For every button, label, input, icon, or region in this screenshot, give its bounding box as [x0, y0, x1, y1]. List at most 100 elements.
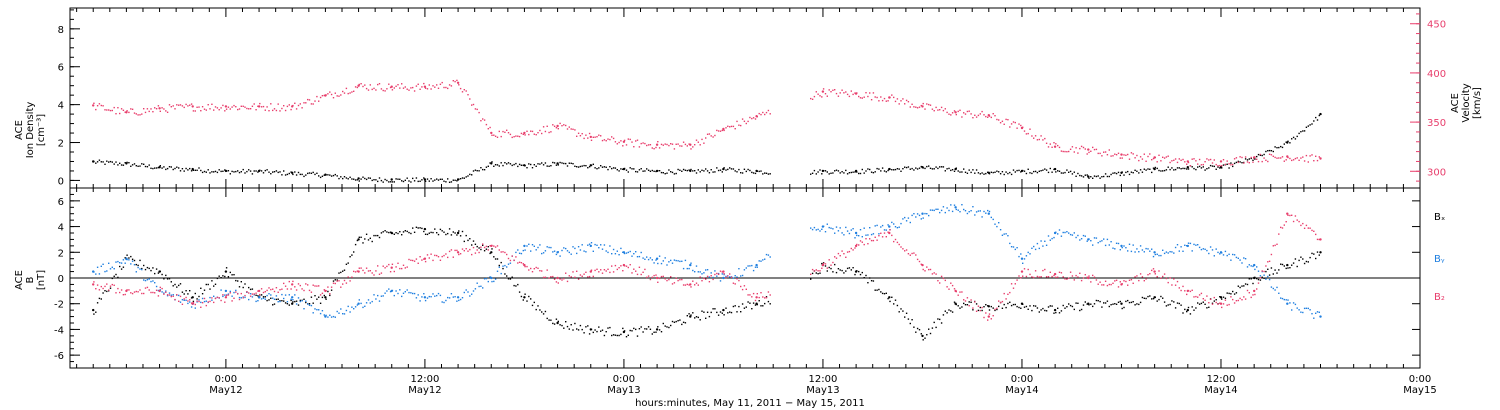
data-point	[426, 178, 429, 180]
data-point	[876, 96, 878, 99]
data-point	[452, 179, 454, 181]
data-point	[727, 168, 729, 171]
data-point	[377, 234, 379, 237]
data-point	[729, 276, 731, 278]
data-point-value	[92, 283, 95, 286]
data-point	[876, 224, 878, 227]
data-point	[622, 270, 624, 272]
data-point	[506, 163, 508, 165]
data-point	[590, 269, 593, 271]
data-point	[1237, 257, 1239, 259]
data-point	[434, 179, 436, 181]
data-point-value	[1020, 169, 1024, 173]
data-point	[530, 130, 532, 132]
data-point	[907, 166, 910, 168]
data-point	[436, 294, 438, 297]
data-point	[168, 104, 171, 106]
data-point	[926, 266, 928, 268]
data-point	[242, 286, 244, 289]
data-point	[502, 251, 504, 253]
data-point	[251, 105, 254, 107]
data-point	[98, 273, 101, 275]
data-point	[1047, 146, 1050, 148]
data-point	[1270, 154, 1273, 156]
data-point	[1053, 312, 1055, 314]
data-point	[647, 275, 650, 277]
data-point	[319, 312, 322, 315]
data-point	[1244, 283, 1247, 285]
data-point	[1127, 170, 1129, 173]
data-point	[876, 289, 878, 291]
data-point	[1125, 171, 1127, 174]
data-point	[130, 108, 132, 110]
data-point	[131, 108, 134, 110]
data-point	[1215, 168, 1217, 170]
data-point	[891, 234, 893, 237]
data-point	[257, 171, 259, 173]
data-point	[1117, 171, 1120, 174]
data-point	[815, 269, 817, 271]
data-point-value	[622, 330, 626, 334]
data-point	[424, 233, 427, 235]
data-point	[109, 160, 112, 163]
data-point	[248, 292, 250, 294]
data-point	[922, 217, 924, 219]
bottom-left-y-tick-label: 4	[58, 223, 64, 234]
data-point	[421, 179, 423, 181]
data-point	[493, 280, 495, 283]
data-point	[1027, 132, 1029, 135]
data-point	[504, 251, 506, 254]
data-point	[708, 276, 711, 278]
data-point	[769, 303, 771, 305]
data-point	[970, 299, 972, 301]
data-point	[767, 109, 770, 112]
data-point	[913, 252, 915, 254]
data-point	[1160, 277, 1162, 279]
data-point	[257, 290, 259, 292]
data-point	[723, 314, 725, 316]
data-point	[150, 280, 152, 283]
data-point	[301, 107, 303, 109]
data-point	[399, 87, 401, 89]
data-point	[1158, 254, 1160, 257]
data-point	[649, 278, 652, 281]
data-point	[1001, 307, 1004, 309]
data-point	[515, 256, 517, 258]
data-point	[144, 268, 147, 271]
data-point	[1022, 275, 1024, 277]
data-point	[386, 290, 388, 292]
data-point	[708, 281, 711, 283]
data-point	[450, 293, 453, 295]
data-point	[705, 269, 707, 271]
data-point	[1128, 301, 1131, 304]
data-point	[574, 247, 576, 250]
data-point	[340, 286, 342, 288]
data-point	[273, 290, 276, 293]
data-point	[454, 232, 456, 234]
data-point	[290, 298, 292, 300]
data-point	[264, 109, 266, 111]
data-point	[1121, 157, 1123, 159]
data-point	[459, 178, 462, 180]
data-point	[725, 127, 727, 129]
data-point	[1147, 248, 1149, 250]
data-point	[353, 178, 355, 180]
data-point	[605, 250, 607, 252]
data-point	[1066, 169, 1068, 171]
data-point	[649, 328, 652, 330]
data-point	[1285, 221, 1287, 223]
data-point	[629, 250, 631, 253]
data-point	[872, 172, 875, 174]
data-point	[461, 91, 464, 93]
data-point	[828, 266, 830, 269]
data-point	[1029, 253, 1031, 255]
data-point	[185, 290, 187, 292]
data-point	[657, 141, 659, 143]
data-point	[491, 248, 493, 250]
data-point-value	[987, 114, 990, 117]
legend-bx: Bₓ	[1434, 212, 1445, 223]
data-point	[500, 251, 502, 253]
data-point	[810, 278, 812, 280]
data-point	[330, 175, 333, 177]
x-tick-label-time: 0:00	[215, 374, 237, 385]
